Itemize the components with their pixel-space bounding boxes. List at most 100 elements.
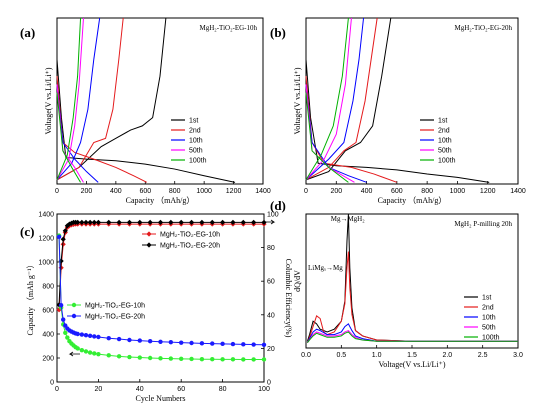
data-point: [83, 219, 89, 225]
data-point: [75, 331, 80, 337]
data-point: [92, 334, 97, 339]
x-tick-label: 1000: [450, 188, 466, 195]
series-line: [307, 331, 518, 343]
charge-curve: [56, 17, 124, 181]
data-point: [126, 219, 133, 225]
legend-swatch-marker: [146, 242, 152, 248]
data-point: [62, 228, 68, 234]
data-point: [127, 354, 132, 360]
charge-curve: [305, 17, 352, 181]
data-point: [251, 357, 256, 362]
panel-3: (d) 0.0 0.5 1.0 1.5 2.0 2.5 3.0 Voltage(V vs.Li/…: [270, 198, 523, 369]
legend-label: 2nd: [438, 128, 450, 135]
data-point: [251, 342, 256, 347]
y-right-tick-label: 40: [267, 312, 275, 319]
x-tick-label: 1000: [196, 188, 212, 195]
data-point: [178, 219, 184, 225]
x-tick-label: 3.0: [513, 352, 523, 359]
charge-curve: [305, 17, 365, 181]
data-point: [106, 219, 112, 225]
x-tick-label: 0: [55, 386, 59, 393]
data-point: [96, 334, 101, 340]
x-tick-label: 0: [304, 188, 308, 195]
legend-swatch-marker: [146, 231, 152, 237]
legend-label: 10th: [189, 138, 203, 145]
data-point: [56, 234, 62, 239]
data-point: [261, 219, 267, 225]
panel-label: (b): [270, 25, 286, 40]
data-point: [61, 317, 66, 322]
data-point: [79, 348, 85, 353]
x-tick-label: 0.0: [301, 352, 311, 359]
data-point: [147, 355, 153, 361]
data-point: [210, 357, 215, 362]
panel-label: (d): [270, 198, 286, 213]
data-point: [137, 338, 142, 343]
data-point: [87, 219, 93, 225]
series-line: [306, 213, 518, 342]
data-point: [75, 219, 81, 225]
x-tick-label: 1400: [510, 188, 526, 195]
right-axis-arrow: [266, 219, 276, 225]
legend-label: 50th: [189, 148, 203, 155]
data-point: [261, 357, 267, 362]
legend-label: 100th: [189, 158, 207, 165]
data-point: [116, 219, 122, 225]
data-point: [199, 341, 205, 346]
data-point: [56, 307, 62, 313]
x-tick-label: 2.5: [478, 352, 488, 359]
y-tick-label: 0: [50, 380, 54, 387]
x-tick-label: 1200: [480, 188, 496, 195]
x-tick-label: 40: [136, 386, 144, 393]
data-point: [157, 219, 164, 225]
y-right-axis-label: Columbic Efficiency(%): [284, 259, 293, 338]
panel-2: (c)0 20 40 60 80 1000200400600800100012001400…: [20, 212, 293, 404]
charge-curve: [56, 17, 82, 181]
x-tick-label: 600: [139, 188, 151, 195]
legend-label: 10th: [482, 315, 496, 322]
data-point: [241, 357, 246, 362]
chart-title: MgH₂-TiO₂-EG-10h: [199, 24, 257, 32]
data-point: [137, 219, 143, 225]
data-point: [179, 340, 184, 345]
data-point: [168, 356, 174, 361]
legend-swatch-marker: [71, 313, 77, 319]
y-tick-label: 800: [42, 284, 54, 291]
data-point: [168, 339, 174, 345]
y-axis-label: Voltage(V vs.Li/Li⁺): [44, 67, 53, 134]
data-point: [116, 336, 122, 342]
legend-label: 2nd: [189, 128, 201, 135]
legend-label: 10th: [438, 138, 452, 145]
data-point: [220, 219, 226, 225]
y-tick-label: 1000: [38, 260, 54, 267]
x-axis-label: Capacity （mAh/g）: [378, 196, 447, 205]
legend-label: MgH₂-TiO₂-EG-10h: [85, 303, 145, 310]
data-point: [83, 349, 89, 354]
left-axis-arrow: [68, 351, 80, 357]
x-tick-label: 800: [169, 188, 181, 195]
legend-label: 1st: [189, 118, 198, 125]
plot-frame: [305, 17, 519, 185]
x-tick-label: 2.0: [442, 352, 452, 359]
data-point: [106, 336, 111, 341]
y-axis-label: Voltage(V vs.Li/Li⁺): [293, 67, 302, 134]
data-point: [63, 330, 68, 335]
x-tick-label: 1400: [255, 188, 271, 195]
y-tick-label: 600: [42, 308, 54, 315]
data-point: [188, 219, 195, 225]
data-point: [199, 219, 205, 225]
legend-label: MgH₂-TiO₂-EG-10h: [160, 232, 220, 239]
legend-label: 1st: [438, 118, 447, 125]
y-tick-label: 200: [42, 356, 54, 363]
data-point: [58, 303, 64, 308]
legend-label: 1st: [482, 295, 491, 302]
x-tick-label: 80: [219, 386, 227, 393]
legend-label: 100th: [438, 158, 456, 165]
data-point: [95, 219, 101, 225]
x-tick-label: 0: [55, 188, 59, 195]
chart-title: MgH₂-TiO₂-EG-20h: [454, 24, 512, 32]
discharge-curve: [56, 92, 81, 183]
y-tick-label: 1200: [38, 236, 54, 243]
data-point: [220, 357, 225, 362]
discharge-curve: [56, 59, 236, 183]
